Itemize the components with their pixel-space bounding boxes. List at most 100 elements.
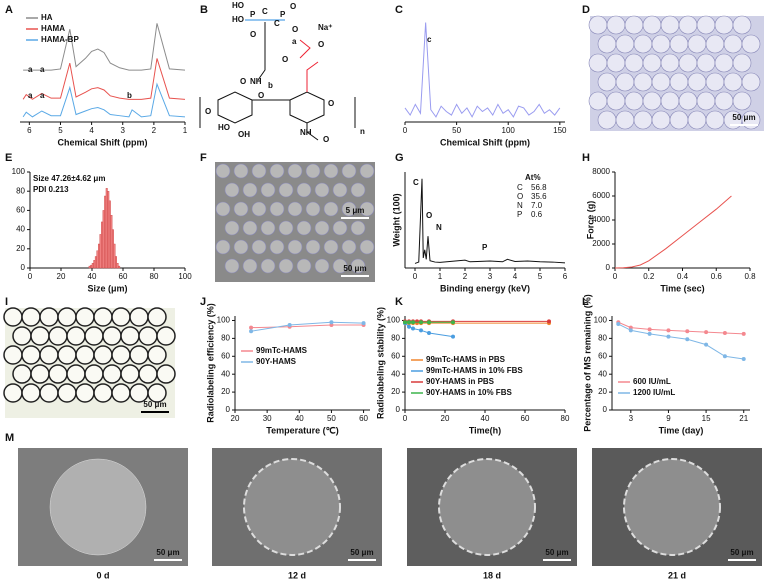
x-tick-label: 2 — [152, 126, 157, 135]
particle — [215, 201, 231, 217]
particle — [723, 72, 743, 92]
y-tick-label: 20 — [16, 244, 25, 253]
bar — [107, 190, 110, 269]
particle — [606, 53, 626, 73]
particle — [3, 345, 23, 365]
x-axis-label: Size (μm) — [87, 283, 127, 293]
structure-label: P — [250, 10, 256, 19]
y-tick-label: 80 — [598, 333, 607, 342]
particle — [39, 383, 59, 403]
y-tick-label: 80 — [391, 333, 400, 342]
series-line — [22, 82, 186, 118]
bar — [88, 265, 91, 269]
particle — [615, 110, 635, 130]
image-caption: 0 d — [96, 570, 109, 580]
point — [287, 322, 292, 327]
x-tick-label: 0 — [613, 272, 618, 281]
particle — [12, 364, 32, 384]
particle — [714, 91, 734, 111]
particle — [278, 182, 294, 198]
structure-label: O — [292, 25, 298, 34]
particle — [588, 91, 608, 111]
x-tick-label: 2 — [463, 272, 468, 281]
x-tick-label: 60 — [359, 414, 368, 423]
x-axis-label: Binding energy (keV) — [440, 283, 530, 293]
panel-label: F — [200, 152, 207, 164]
series-line — [22, 58, 186, 100]
particle — [323, 239, 339, 255]
particle — [341, 201, 357, 217]
structure-label: O — [240, 77, 246, 86]
x-tick-label: 60 — [521, 414, 530, 423]
bar — [101, 221, 104, 269]
annotation: b — [127, 91, 132, 100]
particle — [615, 34, 635, 54]
particle — [215, 239, 231, 255]
y-axis-label: Force (g) — [585, 201, 595, 240]
x-tick-label: 0.8 — [744, 272, 756, 281]
bar — [90, 264, 93, 269]
particle — [359, 201, 375, 217]
particle — [30, 364, 50, 384]
bar — [113, 243, 116, 269]
particle — [21, 307, 41, 327]
panel-label: H — [582, 152, 590, 164]
point — [249, 329, 254, 334]
particle — [678, 53, 698, 73]
scale-bar-label: 50 μm — [545, 548, 568, 557]
particle — [287, 163, 303, 179]
particle — [269, 163, 285, 179]
point — [419, 320, 423, 325]
bar — [102, 210, 105, 269]
x-tick-label: 5 — [58, 126, 63, 135]
y-tick-label: 0 — [603, 405, 608, 414]
scale-bar-label: 5 μm — [346, 206, 365, 215]
particle — [660, 15, 680, 35]
point — [666, 328, 671, 333]
point — [547, 319, 551, 324]
point — [647, 331, 652, 336]
panel-label: K — [395, 296, 403, 308]
particle — [48, 326, 68, 346]
x-tick-label: 4 — [89, 126, 94, 135]
point — [329, 320, 334, 325]
point — [704, 342, 709, 347]
structure-label: O — [250, 30, 256, 39]
x-tick-label: 5 — [538, 272, 543, 281]
bar — [96, 250, 99, 269]
particle — [341, 163, 357, 179]
panel-label: I — [5, 296, 8, 308]
chart-note: PDI 0.213 — [33, 185, 69, 194]
y-tick-label: 6000 — [592, 191, 610, 200]
y-tick-label: 40 — [221, 369, 230, 378]
y-tick-label: 100 — [217, 316, 231, 325]
x-tick-label: 3 — [488, 272, 493, 281]
bar — [97, 243, 100, 269]
structure-label: OH — [238, 130, 250, 139]
particle — [350, 182, 366, 198]
particle — [49, 458, 147, 556]
point — [722, 331, 727, 336]
structure-label: P — [280, 10, 286, 19]
particle — [12, 326, 32, 346]
scale-bar-label: 50 μm — [730, 548, 753, 557]
table-cell: 0.6 — [531, 210, 543, 219]
particle — [651, 34, 671, 54]
x-tick-label: 150 — [553, 126, 567, 135]
bar — [111, 229, 114, 269]
bar — [91, 263, 94, 269]
structure-label: HO — [218, 123, 230, 132]
x-axis-label: Time (day) — [659, 425, 704, 435]
point — [722, 354, 727, 359]
scale-bar-label: 50 μm — [143, 400, 166, 409]
particle — [251, 163, 267, 179]
particle — [714, 15, 734, 35]
particle — [332, 182, 348, 198]
particle — [732, 53, 752, 73]
point — [407, 320, 411, 325]
particle — [84, 326, 104, 346]
y-tick-label: 80 — [16, 186, 25, 195]
particle — [129, 307, 149, 327]
x-tick-label: 15 — [702, 414, 711, 423]
y-tick-label: 100 — [594, 316, 608, 325]
